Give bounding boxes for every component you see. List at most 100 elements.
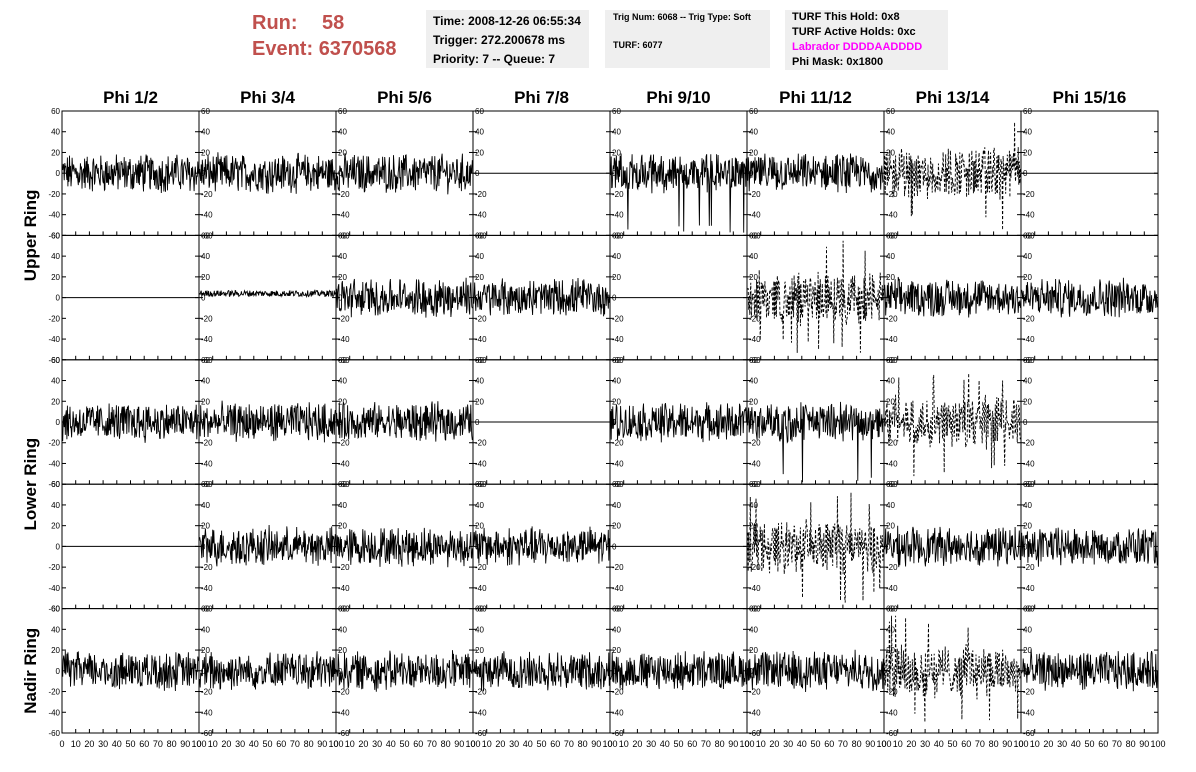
turf-text: TURF: 6077 [613,40,663,50]
y-tick-label: 60 [749,605,758,614]
x-tick-label: 90 [1139,739,1149,749]
y-tick-label: 20 [612,397,621,406]
waveform-line [1021,277,1158,318]
x-tick-label: 30 [646,739,656,749]
y-tick-label: -40 [886,584,898,593]
priority-text: Priority: 7 -- Queue: 7 [433,52,556,66]
y-tick-label: -20 [201,190,213,199]
y-tick-label: -20 [612,688,624,697]
y-tick-label: -20 [338,314,350,323]
y-tick-label: 60 [475,356,484,365]
y-tick-label: 60 [1023,605,1032,614]
y-tick-label: -40 [1023,335,1035,344]
y-tick-label: -20 [612,563,624,572]
column-title: Phi 9/10 [646,88,710,107]
y-tick-label: 0 [886,169,891,178]
y-tick-label: -40 [749,708,761,717]
y-tick-label: -20 [48,190,60,199]
y-tick-label: -40 [749,211,761,220]
y-tick-label: 20 [749,646,758,655]
y-tick-label: 40 [51,625,60,634]
y-tick-label: -60 [612,729,624,738]
y-tick-label: 60 [749,231,758,240]
y-tick-label: -60 [749,729,761,738]
y-tick-label: 60 [475,605,484,614]
waveform-line [199,400,336,443]
x-tick-label: 70 [153,739,163,749]
x-tick-label: 100 [1150,739,1165,749]
y-tick-label: -60 [338,729,350,738]
y-tick-label: 0 [338,294,343,303]
y-tick-label: 60 [51,107,60,116]
y-tick-label: 60 [201,107,210,116]
waveform-line [62,403,199,443]
x-tick-label: 10 [208,739,218,749]
x-tick-label: 40 [523,739,533,749]
y-tick-label: 40 [612,377,621,386]
x-tick-label: 80 [441,739,451,749]
y-tick-label: 40 [201,252,210,261]
waveform-line [747,649,884,693]
x-tick-label: 0 [333,739,338,749]
y-tick-label: -40 [612,584,624,593]
y-tick-label: -40 [612,708,624,717]
y-tick-label: 20 [201,646,210,655]
column-title: Phi 7/8 [514,88,569,107]
y-tick-label: 40 [612,625,621,634]
x-tick-label: 90 [728,739,738,749]
y-tick-label: -40 [475,459,487,468]
column-title: Phi 11/12 [779,88,852,107]
y-tick-label: 20 [51,148,60,157]
y-tick-label: -60 [48,605,60,614]
x-tick-label: 30 [920,739,930,749]
x-tick-label: 50 [947,739,957,749]
y-tick-label: 20 [1023,397,1032,406]
y-tick-label: 0 [56,542,61,551]
waveform-line [199,152,336,194]
waveform-line [336,277,473,318]
y-tick-label: 40 [338,625,347,634]
y-tick-label: -40 [886,211,898,220]
y-tick-label: -40 [338,708,350,717]
y-tick-label: 20 [1023,522,1032,531]
run-label: Run: [252,12,298,34]
y-tick-label: -60 [886,729,898,738]
x-tick-label: 10 [482,739,492,749]
y-tick-label: 60 [338,356,347,365]
y-tick-label: 20 [612,646,621,655]
y-tick-label: 20 [201,273,210,282]
x-tick-label: 10 [619,739,629,749]
y-tick-label: 60 [886,605,895,614]
y-tick-label: 60 [51,231,60,240]
y-tick-label: -40 [338,584,350,593]
y-tick-label: 60 [1023,480,1032,489]
x-tick-label: 70 [701,739,711,749]
y-tick-label: 40 [51,128,60,137]
x-tick-label: 70 [975,739,985,749]
waveform-line [199,651,336,690]
waveform-line [473,651,610,692]
x-tick-label: 50 [262,739,272,749]
x-tick-label: 100 [1013,739,1028,749]
phi-mask-text: Phi Mask: 0x1800 [792,56,884,68]
waveform-line [747,401,884,483]
y-tick-label: -20 [1023,439,1035,448]
y-tick-label: -40 [886,459,898,468]
y-tick-label: 40 [201,377,210,386]
y-tick-label: 20 [51,522,60,531]
waveform-line [884,615,1021,723]
turf-info-panel: TURF This Hold: 0x8 TURF Active Holds: 0… [785,10,948,70]
y-tick-label: 20 [475,148,484,157]
y-tick-label: 60 [749,356,758,365]
waveform-line [884,373,1021,477]
y-tick-label: 40 [338,501,347,510]
x-tick-label: 80 [715,739,725,749]
x-tick-label: 0 [1018,739,1023,749]
y-tick-label: 20 [886,522,895,531]
y-tick-label: 40 [612,501,621,510]
y-tick-label: 60 [612,231,621,240]
y-tick-label: 60 [749,107,758,116]
x-tick-label: 100 [465,739,480,749]
y-tick-label: -40 [48,708,60,717]
